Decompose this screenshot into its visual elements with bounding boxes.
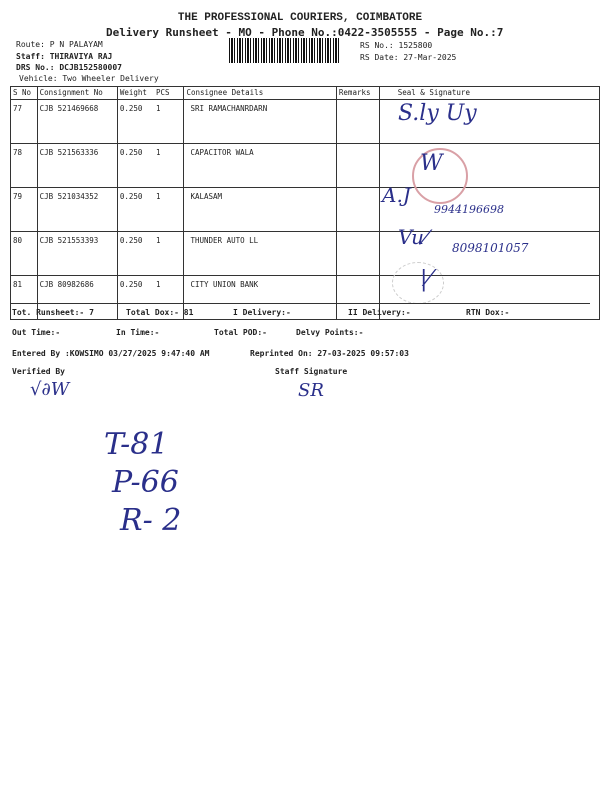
cell-weight: 0.250 [119,192,143,201]
col-remarks: Remarks [335,86,380,100]
cell-remarks [335,99,380,144]
vehicle: Vehicle: Two Wheeler Delivery [19,74,159,83]
cell-consignment: CJB 521563336 [36,143,118,188]
cell-consignment: CJB 521469668 [36,99,118,144]
signature-79: A.J [382,183,411,207]
entered-by: Entered By :KOWSIMO 03/27/2025 9:47:40 A… [12,349,210,358]
cell-sno: 80 [10,231,38,276]
handwritten-note-3: R- 2 [120,503,182,538]
cell-weight-pcs: 0.250 1 [116,99,185,144]
staff-signature-label: Staff Signature [275,367,348,376]
cell-pcs: 1 [155,148,161,157]
table-row: 79 CJB 521034352 0.250 1 KALASAM [10,187,600,232]
cell-details: CAPACITOR WALA [183,143,337,188]
cell-weight: 0.250 [119,280,143,289]
table-row: 81 CJB 80982686 0.250 1 CITY UNION BANK [10,275,600,320]
cell-details: SRI RAMACHANRDARN [183,99,337,144]
signature-77: S.ly Uy [398,101,477,126]
consignment-table: S No Consignment No Weight PCS Consignee… [10,86,600,320]
cell-weight-pcs: 0.250 1 [116,143,185,188]
cell-pcs: 1 [155,280,161,289]
cell-weight: 0.250 [119,104,143,113]
handwritten-note-1: T-81 [104,427,169,462]
drs-no: DRS No.: DCJB152580007 [16,63,122,72]
cell-details: THUNDER AUTO LL [183,231,337,276]
cell-pcs: 1 [155,192,161,201]
col-sno: S No [10,86,38,100]
reprinted-on: Reprinted On: 27-03-2025 09:57:03 [250,349,409,358]
col-weight-pcs: Weight PCS [116,86,185,100]
cell-sno: 81 [10,275,38,320]
cell-pcs: 1 [155,236,161,245]
col-consignment: Consignment No [36,86,118,100]
cell-remarks [335,143,380,188]
handwritten-phone-1: 9944196698 [434,203,504,216]
cell-remarks [335,187,380,232]
rs-no: RS No.: 1525800 [360,41,433,50]
cell-sno: 78 [10,143,38,188]
signature-80: Vu⁄ [398,225,428,249]
cell-weight-pcs: 0.250 1 [116,231,185,276]
cell-weight: 0.250 [119,236,143,245]
cell-sno: 79 [10,187,38,232]
col-weight: Weight [119,88,147,97]
ii-delivery: II Delivery:- [348,308,411,317]
cell-pcs: 1 [155,104,161,113]
runsheet-subtitle: Delivery Runsheet - MO - Phone No.:0422-… [106,26,504,39]
rtn-dox: RTN Dox:- [466,308,510,317]
col-signature: Seal & Signature [378,86,600,100]
table-header: S No Consignment No Weight PCS Consignee… [10,86,600,100]
signature-78: W [420,151,443,176]
cell-consignment: CJB 521034352 [36,187,118,232]
route: Route: P N PALAYAM [16,40,103,49]
delvy-points: Delvy Points:- [296,328,364,337]
staff-signature: SR [298,380,324,401]
in-time: In Time:- [116,328,160,337]
rs-date: RS Date: 27-Mar-2025 [360,53,457,62]
cell-weight-pcs: 0.250 1 [116,187,185,232]
i-delivery: I Delivery:- [233,308,291,317]
verified-by-label: Verified By [12,367,65,376]
tot-runsheet: Tot. Runsheet:- 7 [12,308,94,317]
cell-weight: 0.250 [119,148,143,157]
cell-details: CITY UNION BANK [183,275,337,320]
table-row: 77 CJB 521469668 0.250 1 SRI RAMACHANRDARN [10,99,600,144]
out-time: Out Time:- [12,328,61,337]
faint-seal [392,262,444,304]
divider [10,303,590,304]
company-seal [412,148,468,204]
company-title: THE PROFESSIONAL COURIERS, COIMBATORE [177,12,423,24]
col-details: Consignee Details [183,86,337,100]
cell-consignment: CJB 80982686 [36,275,118,320]
verifier-signature: √∂W [30,379,70,400]
handwritten-note-2: P-66 [112,465,179,500]
table-row: 78 CJB 521563336 0.250 1 CAPACITOR WALA [10,143,600,188]
col-pcs: PCS [155,88,170,97]
total-dox: Total Dox:- 81 [126,308,194,317]
handwritten-phone-2: 8098101057 [452,241,529,255]
barcode [229,38,339,63]
cell-consignment: CJB 521553393 [36,231,118,276]
cell-remarks [335,275,380,320]
signature-81: |⁄ [420,267,432,292]
total-pod: Total POD:- [214,328,267,337]
cell-signature [378,99,600,144]
cell-details: KALASAM [183,187,337,232]
cell-sno: 77 [10,99,38,144]
staff: Staff: THIRAVIYA RAJ [16,52,113,61]
cell-remarks [335,231,380,276]
